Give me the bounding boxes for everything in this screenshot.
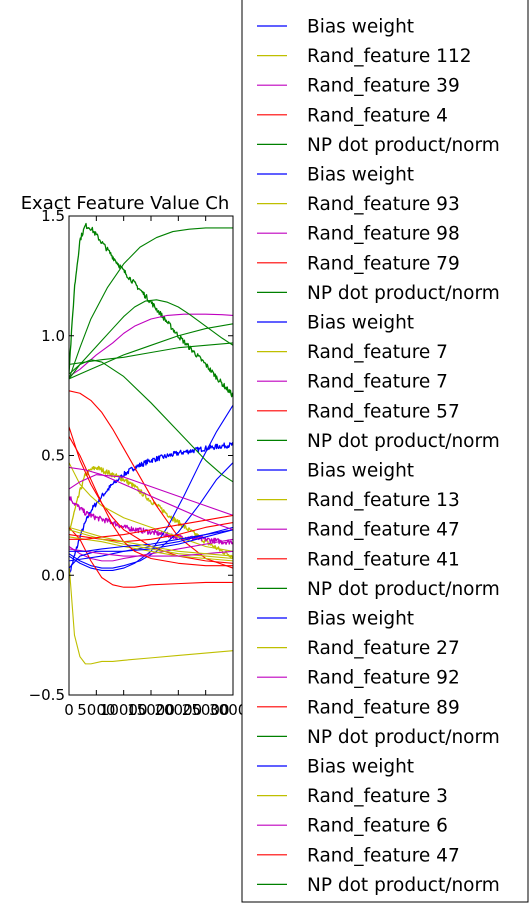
y-tick-label: 1.0 bbox=[41, 327, 65, 345]
legend-label: Rand_feature 13 bbox=[307, 490, 460, 511]
legend-label: Rand_feature 7 bbox=[307, 372, 448, 393]
legend-label: Bias weight bbox=[307, 313, 414, 334]
legend-label: Bias weight bbox=[307, 609, 414, 630]
legend-label: Rand_feature 6 bbox=[307, 816, 448, 837]
legend-label: Rand_feature 27 bbox=[307, 638, 460, 659]
legend-label: Bias weight bbox=[307, 17, 414, 38]
legend-label: NP dot product/norm bbox=[307, 135, 500, 156]
legend-label: Rand_feature 57 bbox=[307, 401, 460, 422]
legend-label: Rand_feature 92 bbox=[307, 668, 460, 689]
legend-label: Rand_feature 41 bbox=[307, 549, 460, 570]
legend-label: Rand_feature 93 bbox=[307, 194, 460, 215]
legend-label: Bias weight bbox=[307, 461, 414, 482]
legend-label: Rand_feature 47 bbox=[307, 520, 460, 541]
legend-label: NP dot product/norm bbox=[307, 875, 500, 896]
legend-label: Rand_feature 112 bbox=[307, 46, 472, 67]
y-tick-label: 0.5 bbox=[41, 447, 65, 465]
legend-label: NP dot product/norm bbox=[307, 579, 500, 600]
legend-label: Rand_feature 3 bbox=[307, 786, 448, 807]
legend-label: Rand_feature 98 bbox=[307, 224, 460, 245]
legend-label: Rand_feature 79 bbox=[307, 253, 460, 274]
legend-label: Bias weight bbox=[307, 165, 414, 186]
legend-label: NP dot product/norm bbox=[307, 283, 500, 304]
legend-label: Bias weight bbox=[307, 757, 414, 778]
legend-label: Rand_feature 89 bbox=[307, 697, 460, 718]
legend-label: Rand_feature 39 bbox=[307, 76, 460, 97]
legend-label: NP dot product/norm bbox=[307, 727, 500, 748]
y-tick-label: 1.5 bbox=[41, 207, 65, 225]
y-tick-label: 0.0 bbox=[41, 566, 65, 584]
legend-label: Rand_feature 4 bbox=[307, 105, 448, 126]
legend-label: Rand_feature 7 bbox=[307, 342, 448, 363]
x-tick-label: 0 bbox=[64, 701, 74, 719]
legend: Bias weight Rand_feature 112 Rand_feature … bbox=[242, 0, 528, 902]
y-tick-label: −0.5 bbox=[29, 686, 65, 704]
legend-label: NP dot product/norm bbox=[307, 431, 500, 452]
legend-label: Rand_feature 47 bbox=[307, 845, 460, 866]
